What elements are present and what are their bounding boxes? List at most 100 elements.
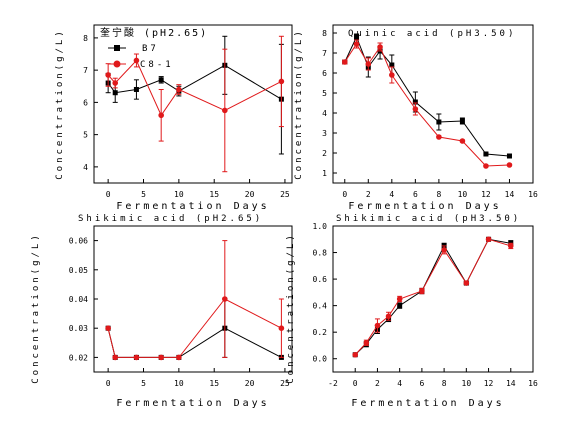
x-tick-label: 5 [141, 190, 146, 199]
y-axis-label: Concentration(g/L) [294, 28, 304, 180]
x-tick-label: 14 [505, 190, 515, 199]
y-tick-label: 2 [322, 149, 327, 158]
x-axis-label: Fermentation Days [116, 201, 269, 212]
data-point [485, 236, 492, 243]
series-line [107, 327, 282, 358]
series-line [107, 64, 282, 100]
chart-title: Shikimic acid (pH3.50) [336, 214, 521, 224]
data-point [377, 44, 383, 50]
x-tick-label: -2 [328, 379, 338, 388]
data-point [506, 162, 513, 168]
data-point [396, 296, 403, 302]
y-tick-label: 0.0 [313, 355, 328, 364]
x-tick-label: 10 [174, 379, 184, 388]
data-point [463, 280, 470, 286]
data-point [278, 78, 285, 85]
y-tick-label: 6 [83, 98, 88, 107]
x-tick-label: 2 [366, 190, 371, 199]
data-point [158, 77, 164, 83]
x-tick-label: 20 [245, 379, 255, 388]
y-tick-label: 5 [322, 89, 327, 98]
data-point [133, 86, 139, 92]
plot-area: 0 5 10 15 20 25 4 5 6 7 8 [83, 34, 290, 199]
x-tick-label: 10 [458, 190, 468, 199]
series-line [354, 238, 511, 356]
data-point [436, 119, 442, 125]
data-point [397, 303, 403, 309]
chart-title: 奎宁酸 (pH2.65) [100, 26, 208, 39]
data-point [176, 354, 182, 361]
data-point [352, 351, 359, 358]
series-b7 [352, 236, 514, 358]
data-point [389, 72, 395, 78]
x-tick-label: 10 [462, 379, 472, 388]
x-tick-label: 15 [209, 190, 219, 199]
x-tick-label: 4 [389, 190, 394, 199]
series-b7 [105, 298, 284, 360]
data-point [112, 90, 118, 96]
plot-area: -2 0 2 4 6 8 10 12 14 16 0.0 0.2 0.4 0.6 0.8 1.0 [313, 222, 538, 388]
data-point [374, 322, 381, 329]
data-point [419, 288, 425, 294]
x-tick-label: 6 [419, 379, 424, 388]
legend-marker-b7 [114, 45, 120, 51]
y-tick-label: 3 [322, 129, 327, 138]
y-tick-label: 4 [83, 163, 88, 172]
series-line [344, 35, 510, 157]
x-tick-label: 0 [353, 379, 358, 388]
panel-2: Quinic acid (pH3.50) Fermentation Days C… [294, 24, 538, 212]
x-tick-label: 25 [280, 190, 290, 199]
x-tick-label: 12 [484, 379, 494, 388]
x-tick-label: 16 [528, 190, 538, 199]
x-tick-label: 0 [342, 190, 347, 199]
plot-frame [332, 24, 534, 184]
data-point [385, 313, 392, 320]
x-tick-label: 10 [174, 190, 184, 199]
data-point [278, 325, 285, 332]
y-tick-label: 5 [83, 131, 88, 140]
y-tick-label: 1 [322, 169, 327, 178]
data-point [112, 80, 119, 86]
data-point [158, 354, 164, 361]
x-tick-label: 20 [245, 190, 255, 199]
x-axis-label: Fermentation Days [116, 398, 269, 409]
y-tick-label: 0.03 [69, 324, 88, 333]
data-point [222, 107, 228, 114]
y-tick-label: 8 [83, 34, 88, 43]
chart-title: Quinic acid (pH3.50) [348, 29, 516, 39]
y-tick-label: 0.2 [313, 328, 328, 337]
series-c8-1 [352, 236, 514, 358]
panel-1: 奎宁酸 (pH2.65) Fermentation Days Concentra… [55, 24, 293, 212]
y-tick-label: 0.6 [313, 275, 328, 284]
y-tick-label: 0.4 [313, 302, 328, 311]
x-tick-label: 12 [481, 190, 491, 199]
x-tick-label: 4 [397, 379, 402, 388]
data-point [105, 325, 111, 332]
data-point [158, 112, 164, 119]
x-tick-label: 16 [528, 379, 538, 388]
y-tick-label: 0.04 [69, 295, 88, 304]
series-c8-1 [341, 39, 513, 169]
y-tick-label: 1.0 [313, 222, 328, 231]
series-b7 [105, 35, 284, 155]
x-axis-label: Fermentation Days [351, 398, 504, 409]
chart-title: Shikimic acid (pH2.65) [78, 214, 263, 224]
x-tick-label: 8 [436, 190, 441, 199]
data-point [483, 151, 489, 157]
series-b7 [342, 33, 512, 159]
panel-4: Shikimic acid (pH3.50) Fermentation Days… [286, 214, 538, 409]
data-point [483, 163, 489, 169]
legend: B7 C8-1 [108, 44, 171, 70]
x-tick-label: 15 [209, 379, 219, 388]
y-tick-label: 7 [83, 66, 88, 75]
data-point [506, 153, 512, 159]
plot-area: 0 5 10 15 20 25 0.02 0.03 0.04 0.05 0.06 [69, 237, 290, 388]
data-point [354, 34, 360, 40]
data-point [353, 41, 360, 47]
y-tick-label: 7 [322, 49, 327, 58]
data-point [436, 134, 442, 140]
panel-3: Shikimic acid (pH2.65) Fermentation Days… [31, 214, 293, 409]
